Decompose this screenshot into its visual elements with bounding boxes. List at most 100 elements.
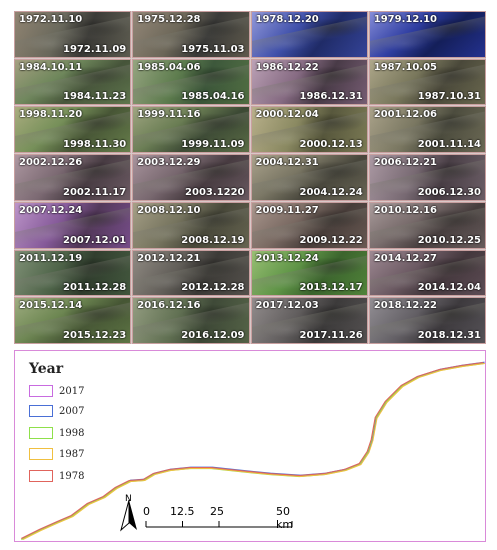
tile-date-top: 2001.12.06 [373,109,438,121]
tile-date-bottom: 2012.12.28 [181,282,245,294]
tile-texture [15,155,131,200]
legend-item: 2017 [29,384,84,398]
satellite-tile: 2002.12.26 2002.11.17 [14,154,132,201]
tile-texture [133,250,249,296]
tile-texture [133,155,249,200]
tile-date-top: 2008.12.10 [137,204,201,216]
tile-date-top: 2017.12.03 [255,300,319,312]
satellite-tile: 2009.11.27 2009.12.22 [250,201,368,249]
shoreline-1987 [22,362,485,540]
satellite-tile: 1978.12.20 [250,11,368,58]
satellite-tile: 1987.10.05 1987.10.31 [368,58,486,106]
satellite-tile: 1975.12.28 1975.11.03 [132,11,250,58]
legend-swatch [29,448,53,460]
tile-date-bottom: 1984.11.23 [62,91,127,103]
tile-date-top: 2009.11.27 [255,204,319,216]
tile-date-bottom: 2018.12.31 [417,330,481,341]
legend-label: 1987 [59,448,85,460]
tile-texture [251,59,367,105]
satellite-tile: 2012.12.21 2012.12.28 [132,249,250,297]
scale-bar-graphic [145,521,293,528]
tile-texture [251,250,367,296]
satellite-tile: 2004.12.31 2004.12.24 [250,154,368,201]
tile-date-top: 2016.12.16 [137,300,201,312]
tile-texture [133,298,249,343]
tile-texture [251,12,367,57]
scale-tick-0: 0 [143,505,150,518]
satellite-tile: 2017.12.03 2017.11.26 [250,297,368,344]
satellite-tile: 1985.04.06 1985.04.16 [132,58,250,106]
tile-date-top: 2004.12.31 [255,157,319,169]
tile-date-bottom: 2008.12.19 [181,234,245,246]
tile-texture [251,202,367,248]
tile-texture [369,298,485,343]
legend-label: 1998 [59,427,85,439]
legend-item: 1978 [29,469,84,483]
tile-date-bottom: 1975.11.03 [181,43,245,55]
tile-texture [369,12,485,57]
tile-date-top: 1975.12.28 [137,14,201,25]
satellite-tile: 1979.12.10 [368,11,486,58]
tile-date-top: 1984.10.11 [19,61,83,73]
satellite-tile: 1972.11.10 1972.11.09 [14,11,132,58]
satellite-tile: 1984.10.11 1984.11.23 [14,58,132,106]
tile-texture [133,12,249,57]
tile-date-top: 2014.12.27 [373,252,438,264]
legend-item: 2007 [29,404,84,418]
tile-date-bottom: 2016.12.09 [181,330,245,341]
satellite-tile: 1999.11.16 1999.11.09 [132,106,250,154]
tile-date-bottom: 1985.04.16 [181,91,245,103]
tile-date-bottom: 2001.11.14 [417,139,481,151]
tile-texture [369,59,485,105]
tile-date-top: 2013.12.24 [255,252,319,264]
tile-date-top: 2007.12.24 [19,204,83,216]
legend-label: 2017 [59,385,85,397]
tile-date-bottom: 1999.11.09 [181,139,245,151]
tile-date-bottom: 1972.11.09 [62,43,127,55]
satellite-tile: 2000.12.04 2000.12.13 [250,106,368,154]
tile-date-bottom: 2004.12.24 [299,186,363,198]
tile-texture [133,107,249,153]
tile-date-bottom: 2017.11.26 [299,330,363,341]
satellite-tile: 1986.12.22 1986.12.31 [250,58,368,106]
satellite-tile: 2007.12.24 2007.12.01 [14,201,132,249]
satellite-tile: 2008.12.10 2008.12.19 [132,201,250,249]
tile-date-bottom: 2000.12.13 [299,139,363,151]
tile-date-bottom: 2015.12.23 [62,330,127,341]
scale-tick-50-km: 50 km [276,505,294,531]
tile-date-top: 1999.11.16 [137,109,201,121]
scale-tick-12-5: 12.5 [170,505,195,518]
tile-texture [251,155,367,200]
tile-texture [15,59,131,105]
tile-texture [15,250,131,296]
tile-date-bottom: 2011.12.28 [62,282,127,294]
tile-texture [369,107,485,153]
tile-date-bottom: 2002.11.17 [62,186,127,198]
tile-date-top: 1985.04.06 [137,61,201,73]
legend-swatch [29,470,53,482]
satellite-tile: 2014.12.27 2014.12.04 [368,249,486,297]
tile-texture [369,202,485,248]
tile-date-top: 2011.12.19 [19,252,83,264]
tile-date-top: 2015.12.14 [19,300,83,312]
scale-tick-25: 25 [210,505,224,518]
tile-date-top: 2012.12.21 [137,252,201,264]
satellite-tile: 2015.12.14 2015.12.23 [14,297,132,344]
satellite-tile: 2006.12.21 2006.12.30 [368,154,486,201]
satellite-tile: 2011.12.19 2011.12.28 [14,249,132,297]
tile-texture [369,250,485,296]
tile-date-bottom: 2009.12.22 [299,234,363,246]
tile-date-bottom: 1986.12.31 [299,91,363,103]
satellite-tile: 2001.12.06 2001.11.14 [368,106,486,154]
tile-date-top: 1986.12.22 [255,61,319,73]
legend-item: 1987 [29,447,84,461]
tile-texture [133,59,249,105]
satellite-tile: 2003.12.29 2003.1220 [132,154,250,201]
legend-label: 1978 [59,470,85,482]
tile-date-top: 2000.12.04 [255,109,319,121]
tile-texture [15,107,131,153]
tile-date-top: 2002.12.26 [19,157,83,169]
legend-swatch [29,385,53,397]
tile-date-bottom: 2007.12.01 [62,234,127,246]
